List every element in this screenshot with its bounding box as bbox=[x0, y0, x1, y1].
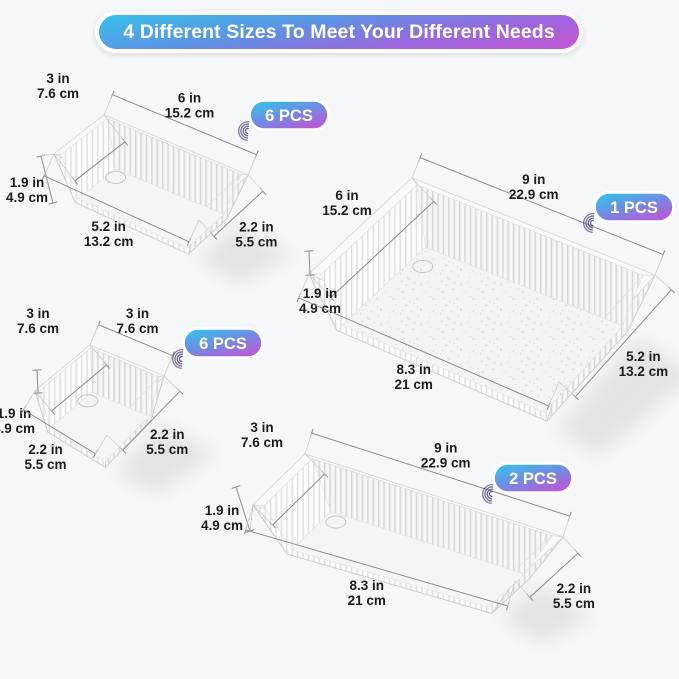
svg-text:4.9 cm: 4.9 cm bbox=[0, 421, 35, 436]
svg-text:1 PCS: 1 PCS bbox=[610, 199, 658, 217]
svg-text:22.9 cm: 22.9 cm bbox=[421, 456, 471, 471]
svg-text:21 cm: 21 cm bbox=[348, 593, 386, 608]
svg-text:1.9 in: 1.9 in bbox=[0, 406, 31, 421]
svg-text:5.2 in: 5.2 in bbox=[91, 219, 126, 234]
svg-text:21 cm: 21 cm bbox=[395, 377, 433, 392]
svg-text:3 in: 3 in bbox=[250, 420, 273, 435]
svg-text:7.6 cm: 7.6 cm bbox=[241, 435, 283, 450]
svg-text:13.2 cm: 13.2 cm bbox=[84, 234, 134, 249]
svg-text:8.3 in: 8.3 in bbox=[396, 362, 431, 377]
svg-text:6 PCS: 6 PCS bbox=[265, 107, 313, 125]
svg-text:1.9 in: 1.9 in bbox=[10, 175, 45, 190]
svg-text:15.2 cm: 15.2 cm bbox=[165, 106, 215, 121]
svg-text:4.9 cm: 4.9 cm bbox=[6, 190, 48, 205]
svg-text:3 in: 3 in bbox=[26, 306, 49, 321]
svg-text:22.9 cm: 22.9 cm bbox=[509, 187, 559, 202]
svg-text:5.2 in: 5.2 in bbox=[626, 349, 661, 364]
svg-text:6 in: 6 in bbox=[178, 91, 201, 106]
svg-text:2.2 in: 2.2 in bbox=[150, 427, 185, 442]
svg-text:1.9 in: 1.9 in bbox=[303, 286, 338, 301]
svg-text:5.5 cm: 5.5 cm bbox=[146, 442, 188, 457]
svg-text:1.9 in: 1.9 in bbox=[205, 503, 240, 518]
svg-text:7.6 cm: 7.6 cm bbox=[116, 321, 158, 336]
svg-text:9 in: 9 in bbox=[434, 441, 457, 456]
svg-text:7.6 cm: 7.6 cm bbox=[37, 86, 79, 101]
svg-text:2.2 in: 2.2 in bbox=[557, 581, 592, 596]
svg-text:5.5 cm: 5.5 cm bbox=[24, 457, 66, 472]
svg-text:6 PCS: 6 PCS bbox=[199, 335, 247, 353]
svg-text:7.6 cm: 7.6 cm bbox=[17, 321, 59, 336]
svg-text:8.3 in: 8.3 in bbox=[350, 578, 385, 593]
svg-text:3 in: 3 in bbox=[46, 71, 69, 86]
svg-text:15.2 cm: 15.2 cm bbox=[322, 203, 372, 218]
svg-text:6 in: 6 in bbox=[335, 188, 358, 203]
svg-text:4.9 cm: 4.9 cm bbox=[201, 518, 243, 533]
svg-text:5.5 cm: 5.5 cm bbox=[235, 235, 277, 250]
svg-text:2.2 in: 2.2 in bbox=[28, 442, 63, 457]
svg-text:3 in: 3 in bbox=[126, 306, 149, 321]
svg-text:9 in: 9 in bbox=[522, 172, 545, 187]
svg-text:2 PCS: 2 PCS bbox=[509, 470, 557, 488]
svg-text:5.5 cm: 5.5 cm bbox=[553, 596, 595, 611]
svg-text:13.2 cm: 13.2 cm bbox=[619, 364, 669, 379]
svg-text:2.2 in: 2.2 in bbox=[239, 220, 274, 235]
